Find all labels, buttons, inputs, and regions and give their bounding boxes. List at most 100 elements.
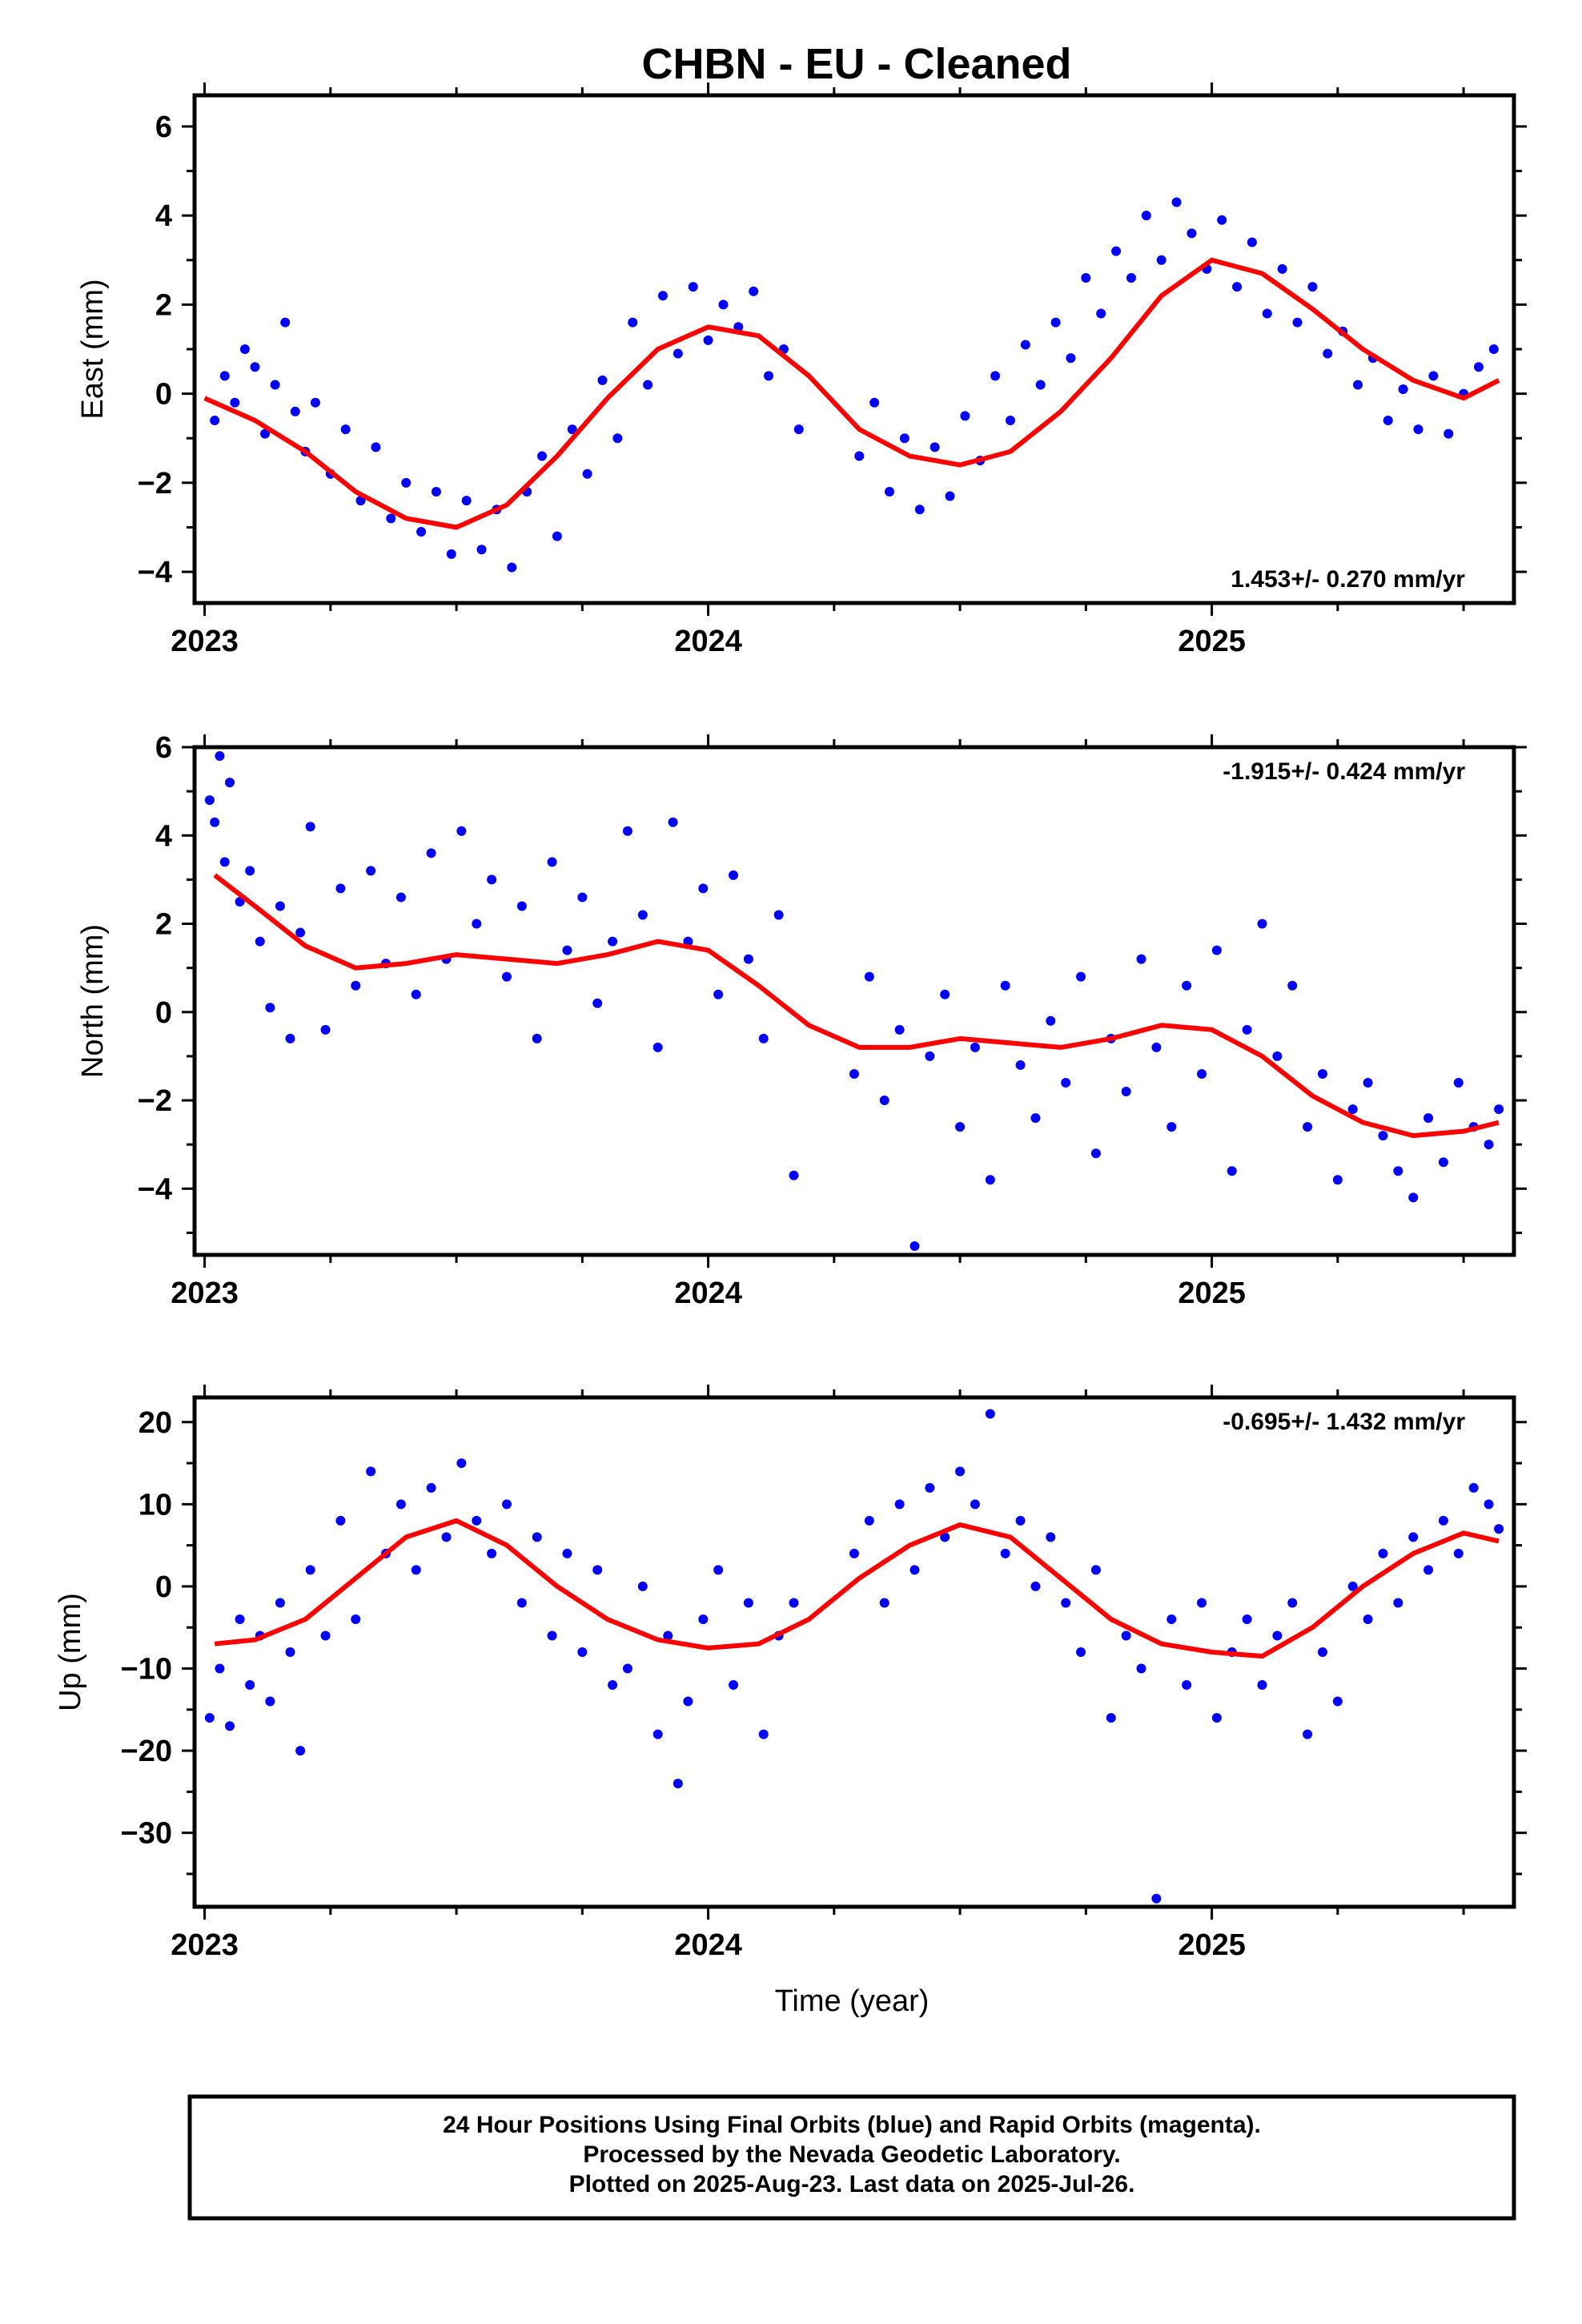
north-data-point [245,866,255,876]
north-data-point [1393,1166,1403,1176]
north-data-point [456,826,467,836]
up-data-point [1136,1663,1146,1674]
north-data-point [295,927,306,938]
up-data-point [1257,1680,1267,1691]
up-data-point [225,1721,235,1731]
east-points [210,197,1499,573]
north-data-point [396,892,406,903]
footer-box: 24 Hour Positions Using Final Orbits (bl… [187,2094,1516,2221]
north-y-tick-label: −4 [138,1172,172,1206]
north-data-point [1015,1059,1026,1070]
north-data-point [1182,980,1192,991]
east-data-point [340,424,351,435]
up-x-ticks: 2023 2024 2025 [171,1385,1465,1962]
up-y-tick-label: 10 [139,1488,172,1522]
up-data-point [729,1680,739,1691]
north-data-point [985,1175,995,1185]
up-data-point [1484,1499,1494,1510]
up-data-point [894,1499,905,1510]
up-data-point [879,1598,889,1608]
north-data-point [501,971,512,982]
north-data-point [219,857,230,867]
east-data-point [597,375,608,385]
east-data-point [582,468,592,479]
north-data-point [743,954,753,964]
east-data-point [1171,197,1182,207]
east-data-point [416,527,427,537]
up-x-tick-label: 2023 [171,1928,239,1962]
north-data-point [729,870,739,880]
up-y-tick-label: −30 [121,1817,172,1851]
north-data-point [758,1033,769,1043]
east-data-point [239,344,250,354]
east-y-tick-label: 6 [155,111,172,144]
north-plot-frame [192,745,1516,1257]
east-data-point [1323,348,1333,359]
north-data-point [1227,1166,1237,1176]
north-data-point [1136,954,1146,964]
north-data-point [925,1051,935,1061]
north-data-point [1090,1148,1101,1159]
footer-frame [187,2094,1516,2221]
up-data-point [215,1663,225,1674]
up-data-point [1166,1614,1177,1624]
north-data-point [1438,1157,1448,1168]
up-data-point [275,1598,285,1608]
north-data-point [204,795,215,806]
north-data-point [1423,1113,1434,1124]
north-data-point [713,989,724,999]
up-data-point [1151,1893,1162,1904]
north-data-point [351,980,361,991]
north-data-point [1166,1122,1177,1132]
east-y-axis-label: East (mm) [76,279,110,419]
east-data-point [230,397,240,408]
east-data-point [657,291,668,301]
east-data-point [673,348,683,359]
up-data-point [1363,1614,1373,1624]
footer-line-3: Plotted on 2025-Aug-23. Last data on 202… [569,2171,1135,2197]
east-data-point [1488,344,1499,354]
east-panel: 2023 2024 2025 −4 −2 0 2 4 6 East (mm) 1.453+/-… [76,82,1527,658]
north-data-point [1000,980,1010,991]
up-data-point [637,1581,648,1591]
north-data-point [849,1068,859,1079]
north-x-tick-label: 2025 [1178,1277,1246,1310]
up-data-point [1408,1532,1419,1542]
up-data-point [608,1680,618,1691]
up-data-point [1015,1515,1026,1526]
up-data-point [743,1598,753,1608]
north-data-point [864,971,874,982]
east-y-tick-label: 4 [155,199,172,233]
up-data-point [426,1482,436,1493]
up-data-point [1438,1515,1448,1526]
north-data-point [225,778,235,788]
east-data-point [219,371,230,381]
up-data-point [1303,1729,1313,1739]
east-data-point [1020,340,1030,350]
north-data-point [668,817,678,827]
east-data-point [567,424,577,435]
north-data-point [683,936,693,947]
up-data-point [366,1466,376,1477]
east-data-point [899,433,909,444]
east-data-point [270,380,280,390]
up-data-point [985,1409,995,1419]
north-data-point [1453,1077,1464,1088]
up-data-point [1378,1548,1388,1558]
east-data-point [1232,282,1243,292]
up-data-point [925,1482,935,1493]
up-data-point [351,1614,361,1624]
up-data-point [789,1598,799,1608]
up-data-point [235,1614,245,1624]
up-data-point [864,1515,874,1526]
up-data-point [1211,1713,1222,1723]
north-data-point [411,989,421,999]
north-data-point [1363,1077,1373,1088]
up-data-point [1453,1548,1464,1558]
east-data-point [869,397,880,408]
east-fit-line [203,257,1500,530]
north-data-point [275,901,285,911]
north-points [204,751,1504,1251]
up-data-point [940,1532,950,1542]
